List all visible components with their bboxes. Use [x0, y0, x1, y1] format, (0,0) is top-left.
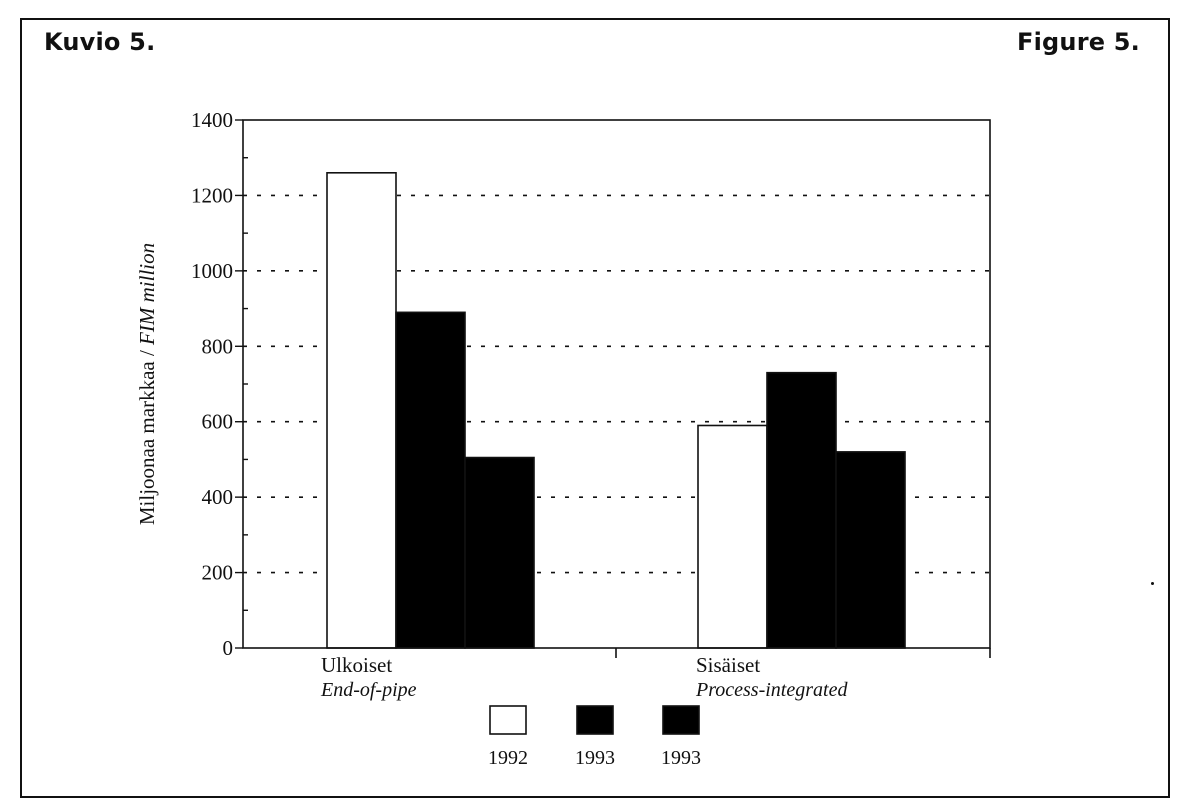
- legend-label-1: 1993: [575, 747, 615, 769]
- legend: 1992 1993 1993: [488, 705, 701, 769]
- figure-title-english: Figure 5.: [1017, 28, 1140, 56]
- y-axis-label: Miljoonaa markkaa / FIM million: [135, 243, 159, 525]
- bar-0-2: [464, 456, 535, 649]
- y-tick-label-1000: 1000: [191, 259, 233, 283]
- y-axis-label-sep: /: [135, 345, 159, 361]
- figure-frame: [20, 18, 1170, 798]
- bar-0-0: [326, 172, 397, 649]
- bar-1-2: [835, 451, 906, 649]
- y-tick-label-0: 0: [223, 636, 234, 660]
- y-tick-label-1400: 1400: [191, 108, 233, 132]
- y-tick-label-600: 600: [202, 410, 234, 434]
- y-tick-label-400: 400: [202, 485, 234, 509]
- category-label-0: Ulkoiset: [321, 653, 392, 677]
- y-tick-label-1200: 1200: [191, 183, 233, 207]
- bar-0-1: [395, 311, 466, 649]
- category-label-1: Sisäiset: [696, 653, 760, 677]
- y-axis-label-en: FIM million: [135, 243, 159, 346]
- legend-label-0: 1992: [488, 747, 528, 769]
- legend-swatch-1: [576, 705, 614, 735]
- stray-dot: [1151, 582, 1154, 585]
- bar-1-0: [697, 424, 768, 649]
- category-sublabel-0: End-of-pipe: [320, 679, 417, 701]
- legend-swatch-2: [662, 705, 700, 735]
- bars: [326, 172, 906, 649]
- figure-title-finnish: Kuvio 5.: [44, 28, 156, 56]
- legend-swatch-0: [489, 705, 527, 735]
- y-tick-label-800: 800: [202, 334, 234, 358]
- bar-1-1: [766, 371, 837, 649]
- y-ticks: 0 200 400 600 800 1000 1200 1400: [191, 108, 248, 660]
- y-tick-label-200: 200: [202, 561, 234, 585]
- y-axis-label-fi: Miljoonaa markkaa: [135, 361, 159, 526]
- legend-label-2: 1993: [661, 747, 701, 769]
- category-sublabel-1: Process-integrated: [695, 679, 848, 701]
